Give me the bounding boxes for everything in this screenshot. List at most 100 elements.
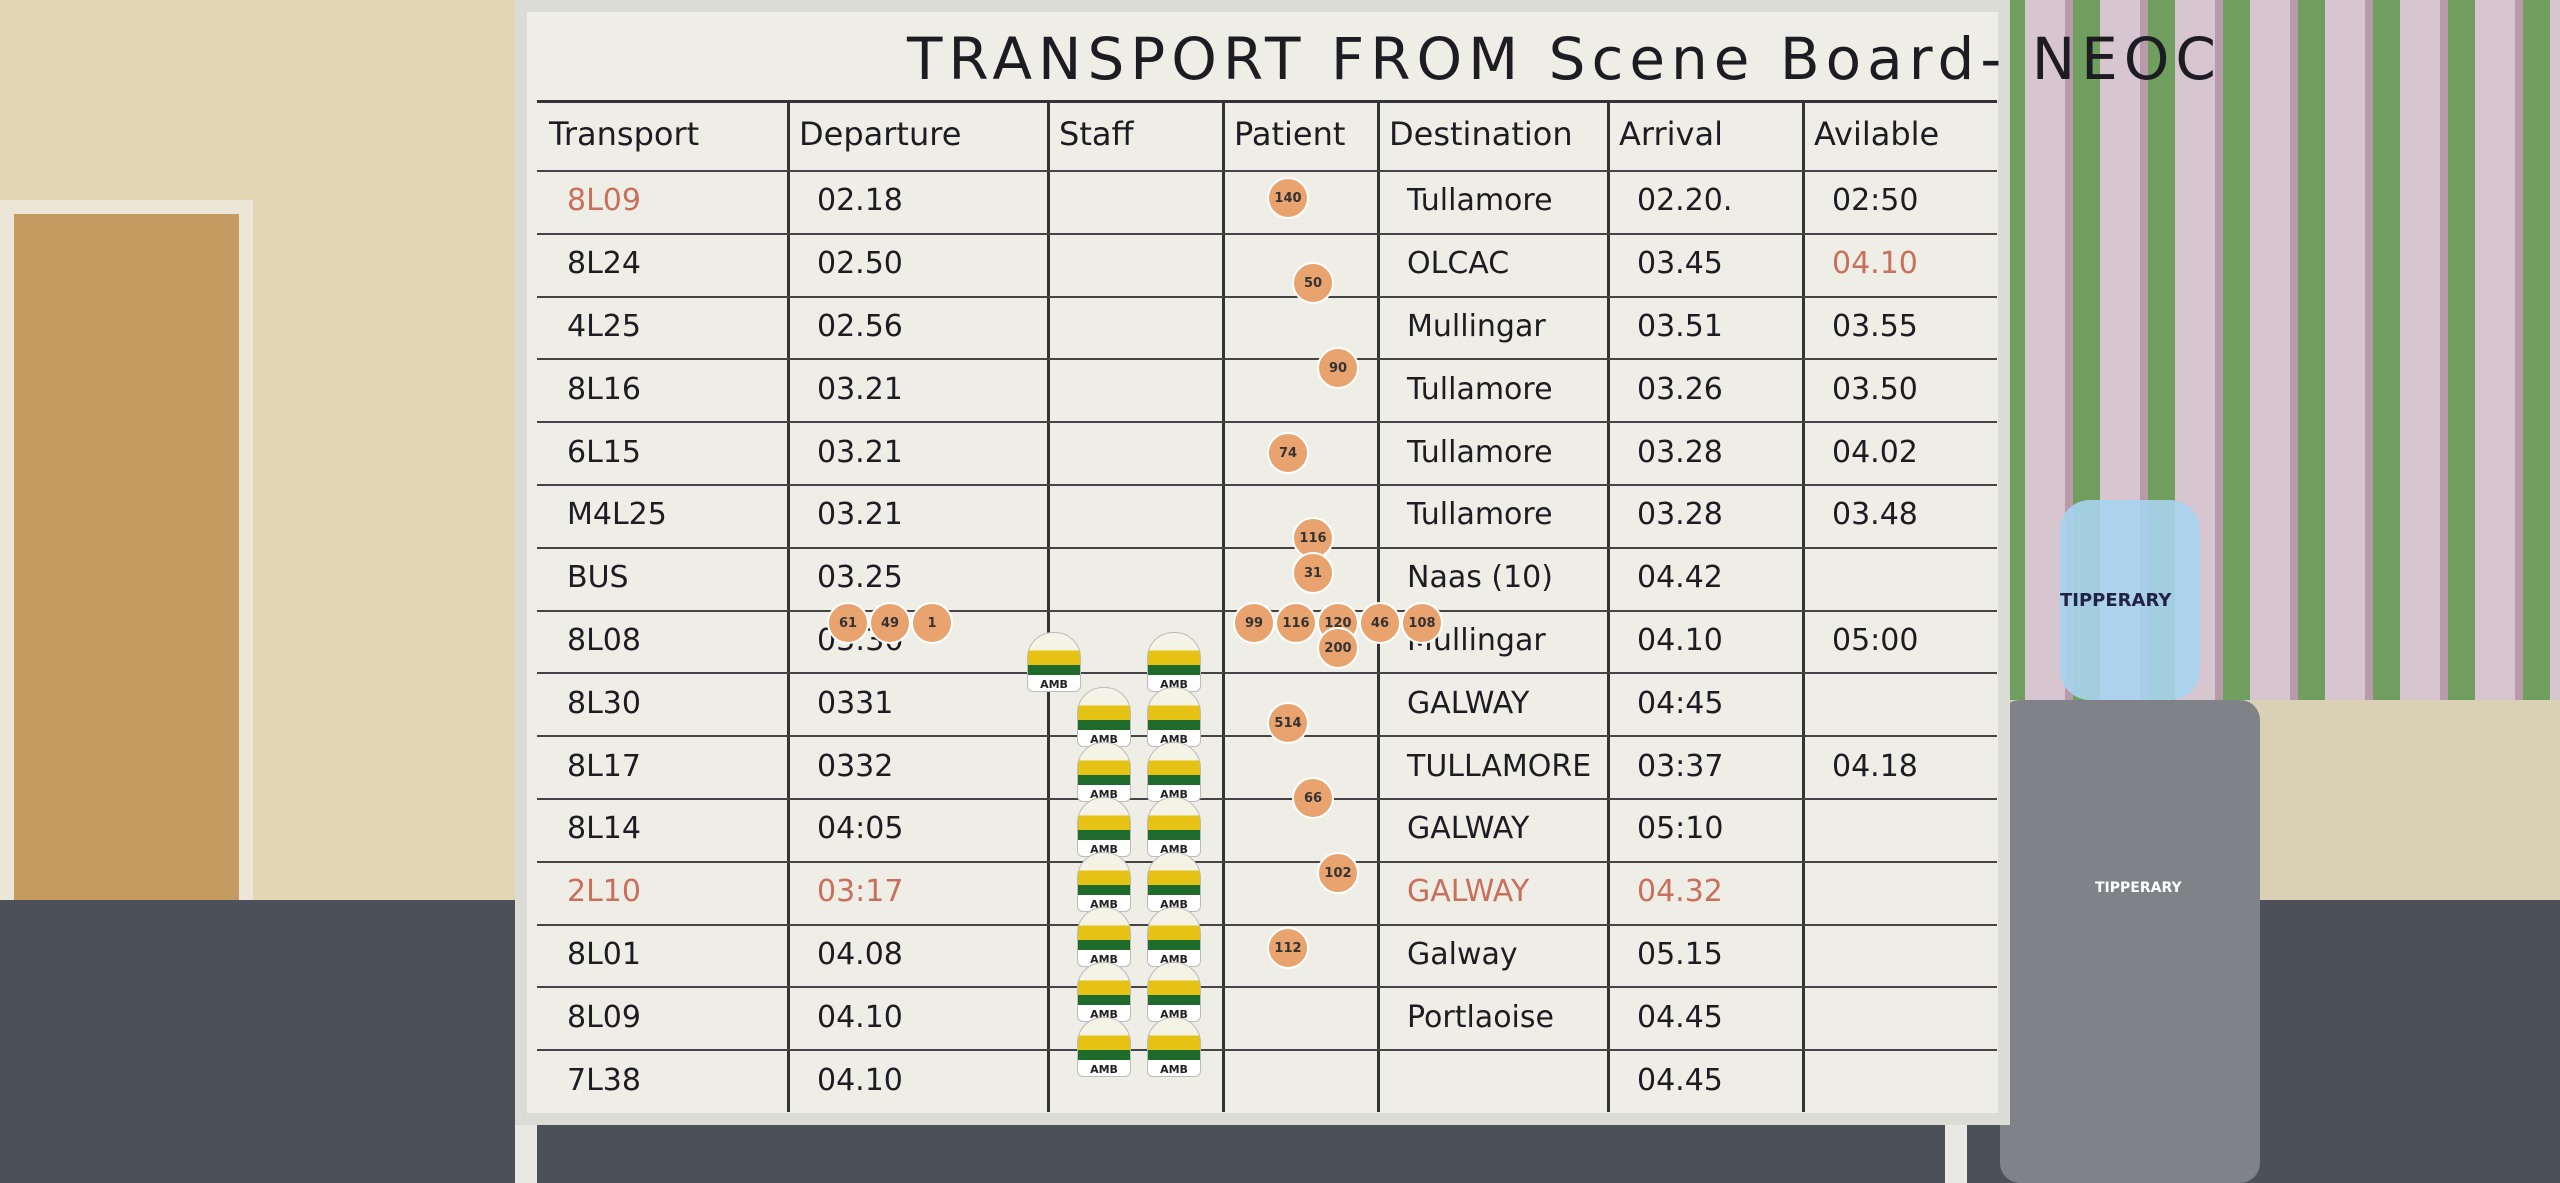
table-cell: Galway (1407, 937, 1518, 972)
row-line (537, 232, 1997, 235)
staff-magnet: AMB (1147, 797, 1201, 857)
patient-tag: 74 (1267, 432, 1309, 474)
table-cell: 03.26 (1637, 371, 1723, 407)
table-cell: 8L08 (567, 623, 641, 658)
row-line (537, 358, 1997, 361)
table-cell: 02.18 (817, 183, 903, 219)
table-cell: 03.48 (1832, 497, 1918, 533)
column-header: Staff (1059, 115, 1134, 153)
table-cell: 8L24 (567, 246, 641, 282)
table-cell: 04.18 (1832, 748, 1918, 784)
row-line (537, 170, 1997, 172)
table-cell: 02.56 (817, 309, 903, 344)
patient-tag: 90 (1317, 347, 1359, 389)
table-cell: 02:50 (1832, 183, 1919, 219)
table-cell: GALWAY (1407, 811, 1530, 847)
table-cell: 04.10 (1637, 623, 1723, 658)
column-header: Departure (799, 115, 962, 153)
table-cell: 8L09 (567, 183, 641, 219)
column-header: Arrival (1619, 115, 1723, 153)
table-cell: 03:17 (817, 874, 904, 910)
table-cell: 2L10 (567, 874, 641, 910)
table-cell: 03.21 (817, 434, 903, 470)
patient-tag: 116 (1275, 602, 1317, 644)
row-line (537, 923, 1997, 926)
table-cell: 04.45 (1637, 999, 1723, 1035)
staff-magnet: AMB (1027, 632, 1081, 692)
column-line (1802, 100, 1805, 1112)
table-cell: Mullingar (1407, 309, 1546, 344)
window-blinds (1950, 0, 2560, 700)
patient-tag: 102 (1317, 852, 1359, 894)
table-cell: 4L25 (567, 309, 641, 344)
table-cell: OLCAC (1407, 246, 1510, 282)
table-cell: 03:37 (1637, 748, 1724, 784)
table-cell: 03.21 (817, 371, 903, 407)
patient-tag: 108 (1401, 602, 1443, 644)
staff-magnet: AMB (1147, 852, 1201, 912)
table-cell: GALWAY (1407, 685, 1530, 721)
patient-tag: 112 (1267, 927, 1309, 969)
brand-label: TIPPERARY (2060, 590, 2172, 611)
table-cell: 04.10 (817, 999, 903, 1035)
table-cell: 02.20. (1637, 183, 1733, 219)
patient-tag: 200 (1317, 627, 1359, 669)
table-cell: M4L25 (567, 497, 667, 533)
table-cell: BUS (567, 560, 629, 596)
table-cell: 04.42 (1637, 560, 1723, 596)
staff-magnet: AMB (1077, 797, 1131, 857)
table-cell: 05.15 (1637, 937, 1723, 972)
patient-tag: 31 (1292, 552, 1334, 594)
column-line (1047, 100, 1050, 1112)
table-cell: Tullamore (1407, 434, 1553, 470)
table-cell: 8L17 (567, 748, 641, 784)
staff-magnet: AMB (1147, 742, 1201, 802)
table-cell: 04.45 (1637, 1062, 1723, 1098)
patient-tag: 66 (1292, 777, 1334, 819)
table-cell: 03.21 (817, 497, 903, 533)
patient-tag: 61 (827, 602, 869, 644)
column-header: Avilable (1814, 115, 1940, 153)
staff-magnet: AMB (1147, 632, 1201, 692)
staff-magnet: AMB (1147, 1017, 1201, 1077)
row-line (537, 484, 1997, 486)
staff-magnet: AMB (1147, 962, 1201, 1022)
brand-label: TIPPERARY (2095, 880, 2182, 896)
table-cell: Naas (10) (1407, 560, 1553, 596)
table-cell: 04:45 (1637, 685, 1724, 721)
column-header: Patient (1234, 115, 1346, 153)
table-cell: 8L30 (567, 685, 641, 721)
table-cell: 8L16 (567, 371, 641, 407)
staff-magnet: AMB (1077, 962, 1131, 1022)
staff-magnet: AMB (1147, 687, 1201, 747)
staff-magnet: AMB (1077, 742, 1131, 802)
table-cell: 7L38 (567, 1062, 641, 1098)
table-cell: 04.32 (1637, 874, 1723, 910)
row-line (537, 1049, 1997, 1052)
patient-tag: 46 (1359, 602, 1401, 644)
table-cell: Tullamore (1407, 371, 1553, 407)
table-cell: 0332 (817, 748, 894, 784)
column-line (1607, 100, 1610, 1112)
table-cell: Tullamore (1407, 497, 1553, 533)
table-cell: 04.08 (817, 937, 903, 972)
patient-tag: 49 (869, 602, 911, 644)
column-line (1222, 100, 1225, 1112)
table-cell: TULLAMORE (1407, 748, 1592, 784)
table-cell: 03.55 (1832, 309, 1918, 344)
table-cell: 04:05 (817, 811, 904, 847)
table-cell: Tullamore (1407, 183, 1553, 219)
whiteboard: TRANSPORT FROM Scene Board- NEOC Transpo… (515, 0, 2216, 1125)
patient-tag: 514 (1267, 702, 1309, 744)
table-cell: 05:10 (1637, 811, 1724, 847)
staff-magnet: AMB (1077, 852, 1131, 912)
staff-magnet: AMB (1077, 907, 1131, 967)
row-line (537, 546, 1997, 549)
table-cell: 02.50 (817, 246, 903, 282)
table-cell: 04.10 (1832, 246, 1918, 282)
staff-magnet: AMB (1077, 687, 1131, 747)
table-cell: GALWAY (1407, 874, 1530, 910)
table-cell: 03.50 (1832, 371, 1918, 407)
staff-magnet: AMB (1147, 907, 1201, 967)
